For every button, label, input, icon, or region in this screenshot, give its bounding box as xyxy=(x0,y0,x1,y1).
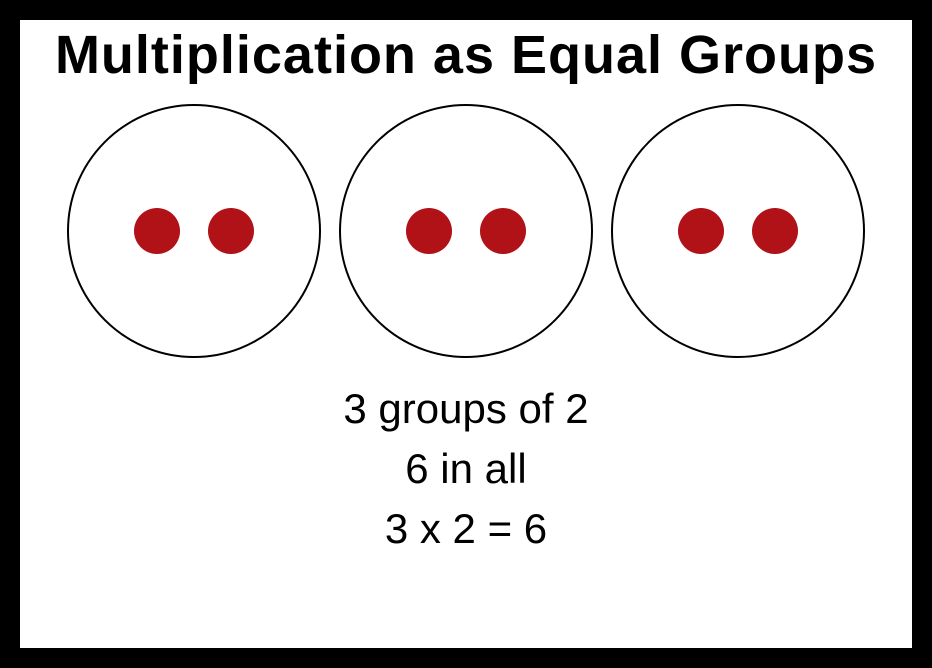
dot xyxy=(406,208,452,254)
caption-in-all: 6 in all xyxy=(343,446,588,492)
dot xyxy=(752,208,798,254)
captions: 3 groups of 2 6 in all 3 x 2 = 6 xyxy=(343,386,588,553)
dot xyxy=(134,208,180,254)
dot xyxy=(208,208,254,254)
dot xyxy=(480,208,526,254)
groups-row xyxy=(67,104,865,358)
page-title: Multiplication as Equal Groups xyxy=(55,28,877,82)
caption-equation: 3 x 2 = 6 xyxy=(343,506,588,552)
poster-card: Multiplication as Equal Groups 3 groups … xyxy=(20,20,912,648)
dot xyxy=(678,208,724,254)
group-circle xyxy=(611,104,865,358)
group-circle xyxy=(339,104,593,358)
caption-groups-of: 3 groups of 2 xyxy=(343,386,588,432)
group-circle xyxy=(67,104,321,358)
